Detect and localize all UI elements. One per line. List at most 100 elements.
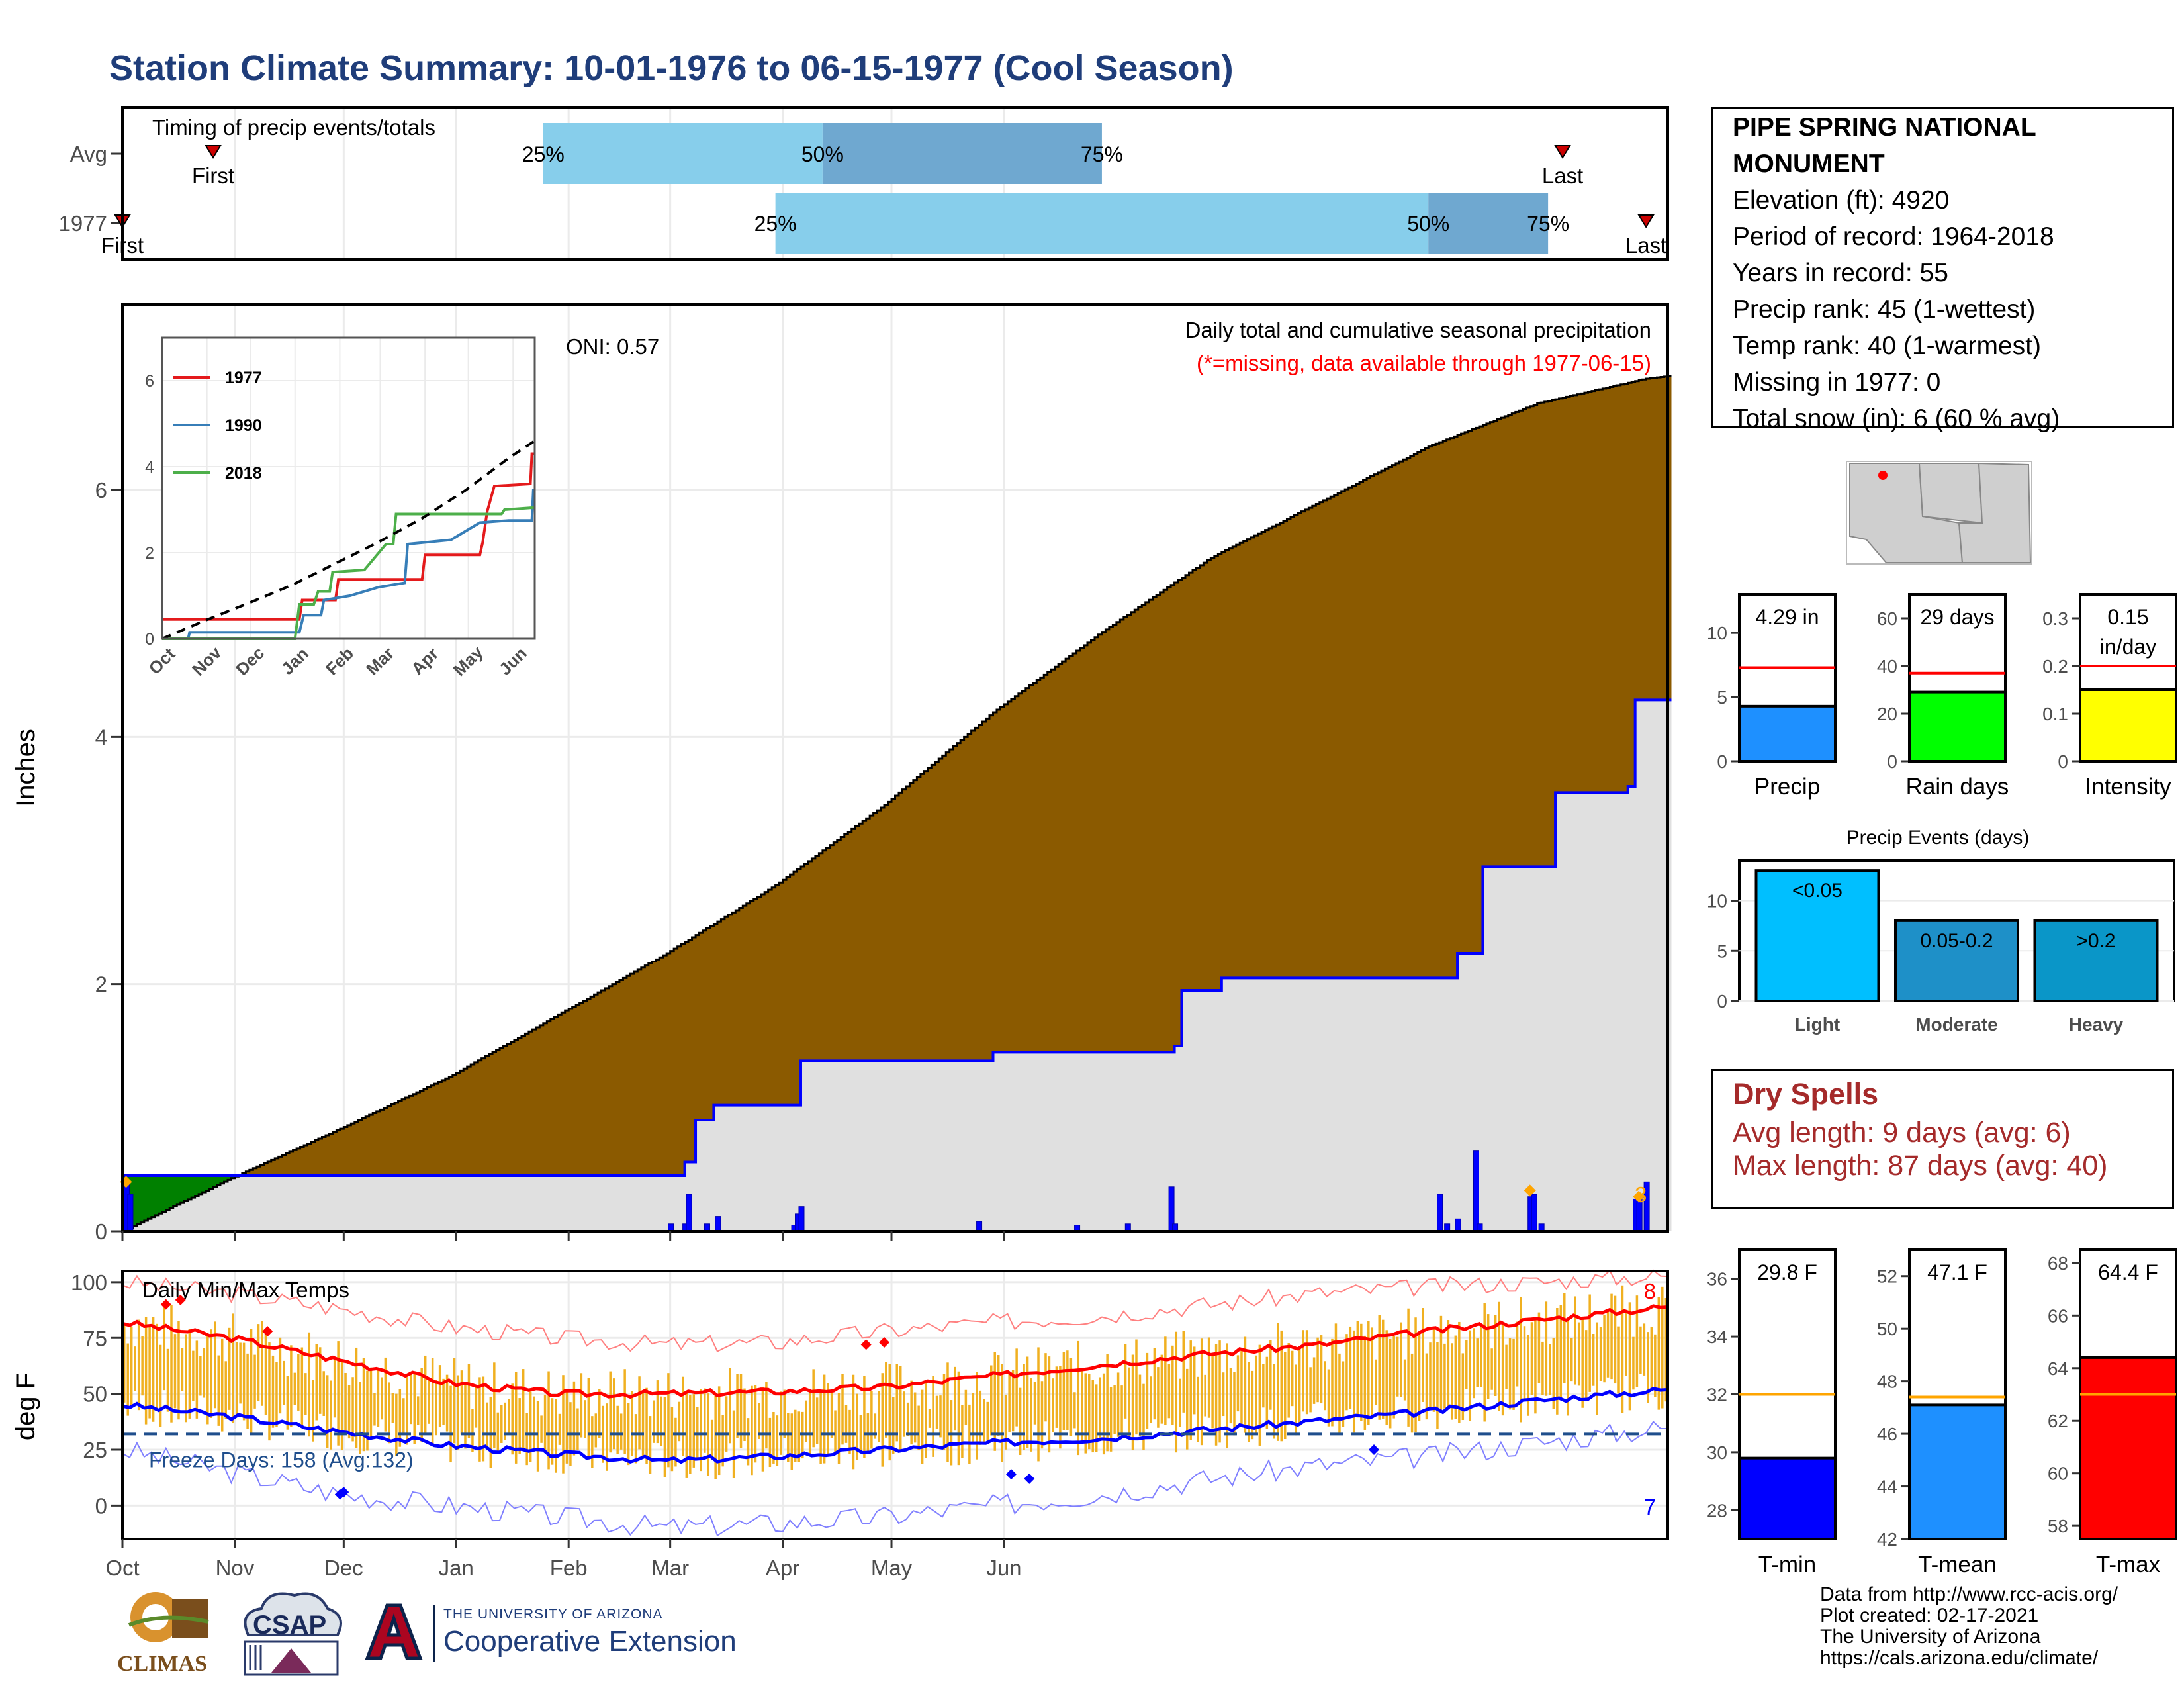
daily-temp-bar <box>1610 1293 1613 1380</box>
daily-temp-bar <box>1584 1330 1588 1400</box>
summary-x-label: Precip <box>1754 774 1820 800</box>
daily-temp-bar <box>892 1397 895 1454</box>
daily-temp-bar <box>758 1403 760 1439</box>
daily-temp-bar <box>1262 1364 1265 1408</box>
daily-temp-bar <box>177 1321 180 1420</box>
summary-y-label: 60 <box>1877 608 1897 629</box>
last-label: Last <box>1542 164 1583 188</box>
daily-temp-bar <box>344 1372 347 1433</box>
daily-temp-bar <box>420 1368 423 1442</box>
daily-temp-bar <box>366 1370 369 1451</box>
station-info-box: PIPE SPRING NATIONAL MONUMENT Elevation … <box>1711 107 2174 433</box>
x-month-label: Oct <box>105 1556 139 1580</box>
summary-bar-charts: 0 5 10 4.29 in Precip 0 20 40 60 29 days Rain days… <box>1707 593 2177 1577</box>
daily-temp-bar <box>322 1371 325 1416</box>
legend-label: 2018 <box>225 464 262 483</box>
record-min-line <box>122 1421 1668 1537</box>
daily-temp-bar <box>318 1347 322 1414</box>
daily-temp-bar <box>152 1317 155 1422</box>
daily-temp-bar <box>1363 1335 1367 1430</box>
daily-temp-bar <box>130 1326 133 1406</box>
daily-temp-bar <box>482 1376 485 1462</box>
daily-temp-bar <box>1559 1305 1563 1399</box>
daily-temp-bar <box>602 1405 605 1463</box>
daily-temp-bar <box>634 1414 637 1464</box>
summary-y-label: 66 <box>2048 1305 2068 1326</box>
daily-temp-bar <box>279 1337 282 1414</box>
daily-temp-bar <box>765 1382 768 1449</box>
daily-temp-bar <box>435 1380 437 1436</box>
daily-temp-bar <box>1617 1326 1620 1394</box>
timing-bar-25-50 <box>775 193 1429 254</box>
daily-temp-bar <box>1476 1338 1479 1387</box>
dry-spells-box: Dry Spells Avg length: 9 days (avg: 6) M… <box>1711 1069 2174 1209</box>
summary-bar <box>2079 688 2177 763</box>
daily-temp-bar <box>972 1393 975 1442</box>
daily-temp-bar <box>1422 1308 1424 1402</box>
daily-temp-bar <box>1269 1340 1272 1410</box>
summary-y-label: 58 <box>2048 1516 2068 1536</box>
daily-temp-bar <box>467 1364 471 1438</box>
daily-temp-bar <box>536 1400 539 1472</box>
daily-temp-bar <box>246 1353 249 1429</box>
daily-temp-bar <box>1490 1348 1493 1390</box>
daily-temp-bar <box>703 1388 706 1453</box>
daily-temp-bar <box>997 1355 1000 1436</box>
summary-y-label: 32 <box>1707 1385 1727 1405</box>
daily-temp-bar <box>551 1398 554 1465</box>
daily-temp-bar <box>362 1358 365 1452</box>
daily-temp-bar <box>224 1361 227 1419</box>
daily-temp-bar <box>700 1389 702 1472</box>
daily-temp-bar <box>1146 1352 1149 1429</box>
daily-temp-bar <box>304 1373 307 1415</box>
daily-temp-bar <box>181 1348 184 1391</box>
daily-temp-bar <box>555 1399 557 1473</box>
daily-temp-bar <box>584 1400 586 1438</box>
legend-label: 1990 <box>225 416 262 435</box>
daily-temp-bar <box>1577 1322 1580 1386</box>
daily-temp-bar <box>1193 1346 1196 1415</box>
daily-temp-bar <box>1320 1335 1323 1404</box>
daily-temp-bar <box>1552 1338 1555 1409</box>
daily-temp-bar <box>986 1401 989 1441</box>
summary-y-label: 28 <box>1707 1500 1727 1521</box>
daily-temp-bar <box>1385 1330 1388 1425</box>
daily-temp-bar <box>1432 1328 1435 1412</box>
dry-spells-avg: Avg length: 9 days (avg: 6) <box>1733 1117 2071 1149</box>
daily-temp-bar <box>203 1348 206 1398</box>
daily-temp-bar <box>1410 1353 1414 1433</box>
daily-temp-bar <box>1523 1326 1526 1401</box>
daily-temp-bar <box>1113 1385 1116 1434</box>
daily-temp-bar <box>199 1356 202 1396</box>
summary-value-label: 0.15 <box>2107 605 2148 629</box>
summary-x-label: Intensity <box>2085 774 2171 800</box>
daily-temp-bar <box>1164 1336 1167 1425</box>
x-month-label: May <box>871 1556 913 1580</box>
daily-temp-bar <box>1574 1296 1576 1385</box>
daily-temp-bar <box>797 1411 800 1462</box>
daily-temp-bar <box>768 1417 772 1468</box>
x-month-label: Feb <box>550 1556 588 1580</box>
daily-temp-bar <box>682 1376 684 1456</box>
daily-temp-bar <box>1204 1374 1206 1417</box>
daily-temp-bar <box>623 1369 626 1454</box>
daily-temp-bar <box>333 1356 336 1418</box>
daily-temp-bar <box>925 1382 927 1458</box>
daily-temp-bar <box>1520 1297 1522 1423</box>
daily-temp-bar <box>710 1419 713 1460</box>
daily-temp-bar <box>529 1391 532 1462</box>
climas-text: CLIMAS <box>116 1652 208 1676</box>
daily-temp-bar <box>1534 1319 1537 1414</box>
daily-temp-bar <box>1248 1362 1250 1442</box>
daily-temp-bar <box>747 1418 750 1466</box>
ua-cooperative-extension-logo: THE UNIVERSITY OF ARIZONA Cooperative Ex… <box>361 1599 745 1668</box>
daily-temp-bar <box>1664 1297 1667 1402</box>
daily-temp-bar <box>1342 1361 1345 1427</box>
daily-temp-bar <box>721 1415 724 1467</box>
daily-temp-bar <box>1396 1336 1399 1397</box>
page-title: Station Climate Summary: 10-01-1976 to 0… <box>109 48 1234 88</box>
daily-temp-bar <box>1305 1330 1308 1415</box>
daily-temp-bar <box>1635 1295 1639 1387</box>
daily-temp-bar <box>388 1382 390 1444</box>
daily-temp-bar <box>961 1405 964 1458</box>
